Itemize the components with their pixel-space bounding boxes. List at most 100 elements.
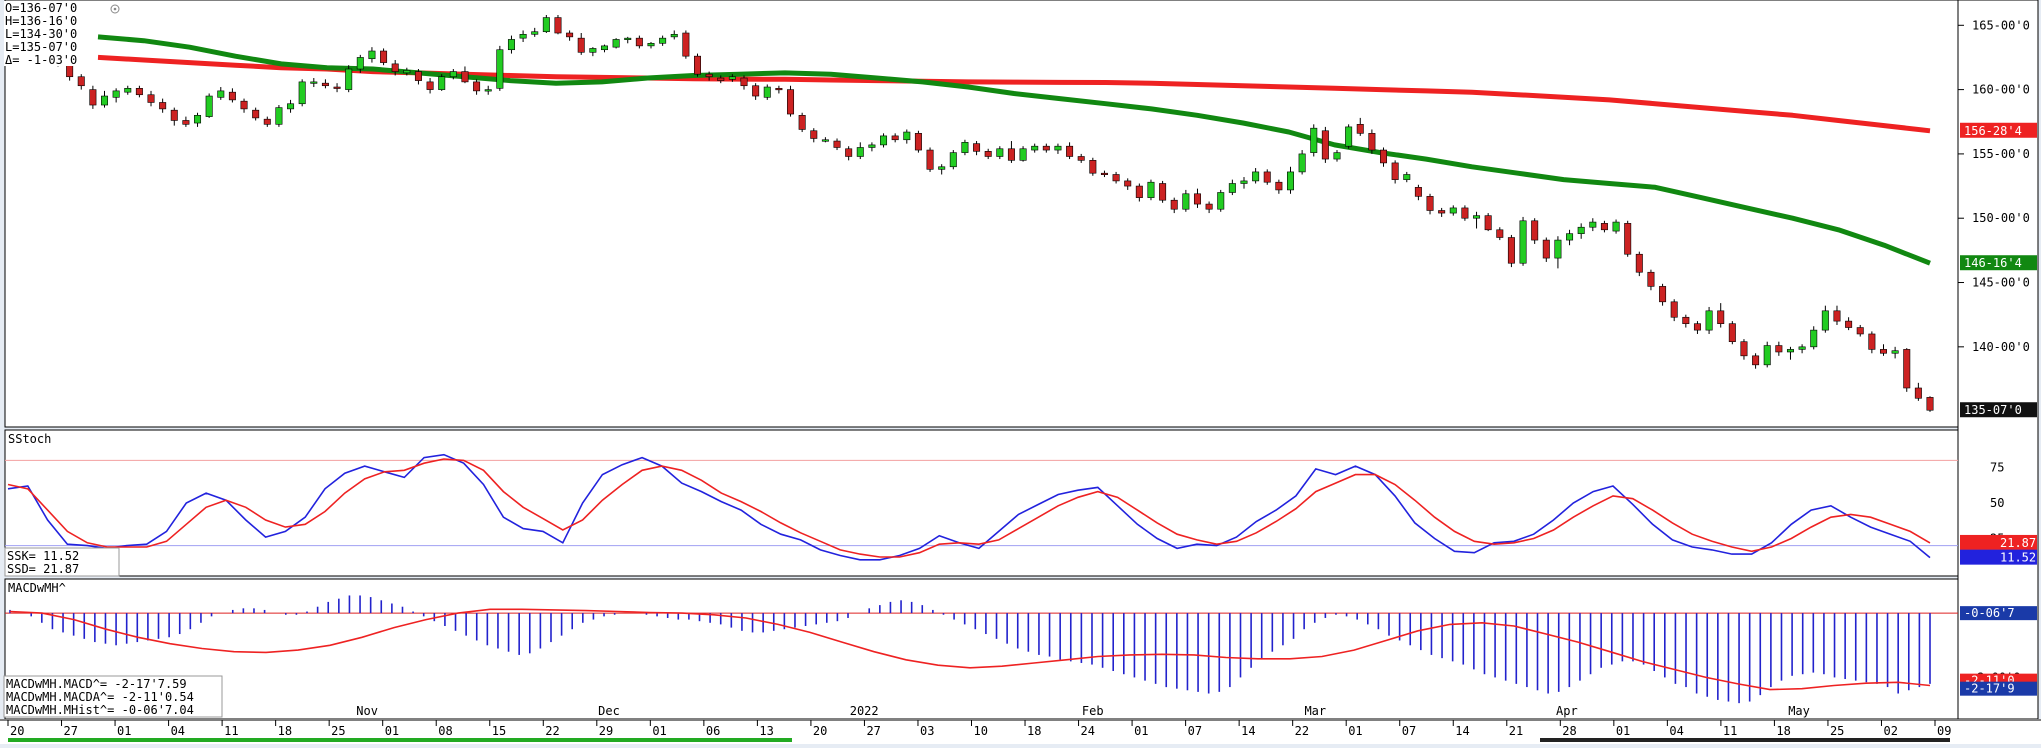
price-candle[interactable] — [1775, 341, 1783, 356]
price-candle[interactable] — [461, 66, 469, 84]
price-candle[interactable] — [1868, 331, 1876, 354]
price-candle[interactable] — [1252, 168, 1260, 184]
price-candle[interactable] — [217, 87, 225, 100]
price-candle[interactable] — [1531, 218, 1539, 244]
price-candle[interactable] — [77, 74, 85, 90]
price-candle[interactable] — [1682, 314, 1690, 328]
price-candle[interactable] — [531, 27, 539, 37]
price-candle[interactable] — [1426, 193, 1434, 215]
price-candle[interactable] — [380, 48, 388, 66]
price-candle[interactable] — [705, 71, 713, 81]
price-candle[interactable] — [752, 83, 760, 100]
price-candle[interactable] — [1310, 124, 1318, 157]
price-candle[interactable] — [1159, 180, 1167, 203]
price-candle[interactable] — [798, 112, 806, 133]
price-candle[interactable] — [298, 79, 306, 107]
price-candle[interactable] — [984, 148, 992, 160]
price-candle[interactable] — [426, 78, 434, 94]
price-candle[interactable] — [589, 47, 597, 57]
price-candle[interactable] — [973, 141, 981, 156]
price-candle[interactable] — [1740, 339, 1748, 360]
price-candle[interactable] — [1077, 153, 1085, 163]
price-candle[interactable] — [1089, 157, 1097, 176]
price-candle[interactable] — [1228, 179, 1236, 196]
price-candle[interactable] — [670, 30, 678, 40]
price-candle[interactable] — [159, 98, 167, 113]
price-candle[interactable] — [914, 130, 922, 153]
price-candle[interactable] — [1205, 201, 1213, 214]
stochastic-panel[interactable] — [4, 429, 1959, 577]
price-candle[interactable] — [1728, 321, 1736, 345]
price-candle[interactable] — [414, 69, 422, 85]
price-candle[interactable] — [112, 88, 120, 103]
price-candle[interactable] — [624, 36, 632, 44]
price-candle[interactable] — [205, 93, 213, 118]
price-candle[interactable] — [1356, 117, 1364, 136]
price-candle[interactable] — [182, 116, 190, 127]
price-candle[interactable] — [1321, 126, 1329, 163]
price-candle[interactable] — [240, 98, 248, 113]
price-candle[interactable] — [124, 85, 132, 95]
price-candle[interactable] — [1914, 382, 1922, 401]
price-candle[interactable] — [554, 15, 562, 35]
price-candle[interactable] — [775, 85, 783, 94]
price-candle[interactable] — [1031, 143, 1039, 153]
price-candle[interactable] — [1019, 146, 1027, 162]
price-candle[interactable] — [1810, 326, 1818, 350]
price-candle[interactable] — [1542, 237, 1550, 262]
price-candle[interactable] — [612, 38, 620, 49]
price-candle[interactable] — [147, 90, 155, 107]
price-candle[interactable] — [542, 15, 550, 34]
price-candle[interactable] — [1345, 124, 1353, 149]
price-candle[interactable] — [449, 69, 457, 80]
price-candle[interactable] — [635, 35, 643, 49]
price-candle[interactable] — [1403, 171, 1411, 183]
price-candle[interactable] — [694, 53, 702, 77]
price-candle[interactable] — [1298, 150, 1306, 175]
price-candle[interactable] — [1066, 142, 1074, 160]
price-candle[interactable] — [1705, 306, 1713, 334]
price-candle[interactable] — [1879, 344, 1887, 356]
price-candle[interactable] — [891, 133, 899, 143]
price-candle[interactable] — [1147, 179, 1155, 201]
price-candle[interactable] — [659, 35, 667, 46]
price-candle[interactable] — [1112, 171, 1120, 184]
price-candle[interactable] — [1845, 317, 1853, 331]
price-candle[interactable] — [682, 30, 690, 59]
price-candle[interactable] — [647, 42, 655, 49]
price-candle[interactable] — [1182, 189, 1190, 212]
price-candle[interactable] — [1484, 213, 1492, 232]
price-candle[interactable] — [1798, 344, 1806, 354]
price-candle[interactable] — [170, 107, 178, 126]
price-candle[interactable] — [1054, 143, 1062, 154]
price-candle[interactable] — [1380, 147, 1388, 167]
price-candle[interactable] — [1926, 396, 1934, 412]
price-candle[interactable] — [1007, 141, 1015, 163]
price-candle[interactable] — [833, 138, 841, 151]
price-candle[interactable] — [1717, 303, 1725, 328]
price-candle[interactable] — [1566, 229, 1574, 246]
price-candle[interactable] — [1903, 348, 1911, 392]
price-candle[interactable] — [880, 133, 888, 148]
price-candle[interactable] — [391, 60, 399, 76]
price-candle[interactable] — [275, 105, 283, 127]
price-candle[interactable] — [938, 164, 946, 175]
price-candle[interactable] — [600, 44, 608, 53]
price-candle[interactable] — [728, 74, 736, 82]
price-candle[interactable] — [856, 142, 864, 160]
price-candle[interactable] — [961, 139, 969, 156]
price-candle[interactable] — [263, 116, 271, 127]
price-candle[interactable] — [1449, 205, 1457, 216]
price-candle[interactable] — [1240, 177, 1248, 189]
price-candle[interactable] — [287, 99, 295, 113]
price-candle[interactable] — [821, 137, 829, 143]
time-scroll-strip-green[interactable] — [8, 738, 792, 742]
price-candle[interactable] — [321, 79, 329, 89]
price-candle[interactable] — [1170, 197, 1178, 214]
price-candle[interactable] — [1193, 188, 1201, 208]
time-scroll-strip-dark[interactable] — [1540, 738, 1950, 742]
price-candle[interactable] — [1554, 236, 1562, 269]
price-candle[interactable] — [507, 35, 515, 54]
price-candle[interactable] — [1693, 321, 1701, 334]
